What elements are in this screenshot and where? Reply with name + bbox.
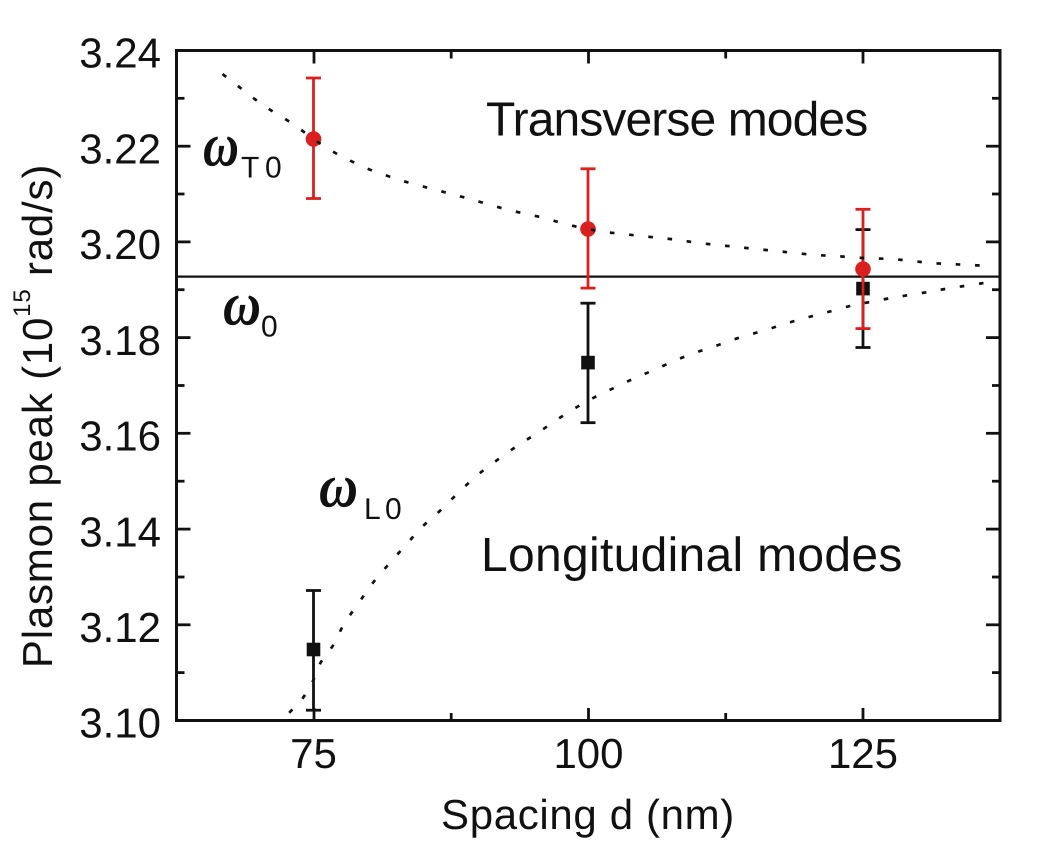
svg-text:L: L <box>364 493 381 526</box>
svg-text:Longitudinal modes: Longitudinal modes <box>481 529 903 582</box>
svg-text:Transverse modes: Transverse modes <box>486 94 867 147</box>
svg-text:3.22: 3.22 <box>79 125 161 172</box>
svg-text:0: 0 <box>261 311 278 344</box>
svg-text:0: 0 <box>385 493 402 526</box>
svg-text:3.12: 3.12 <box>79 604 161 651</box>
svg-text:3.20: 3.20 <box>79 221 161 268</box>
svg-text:3.16: 3.16 <box>79 413 161 460</box>
svg-text:75: 75 <box>290 730 337 777</box>
svg-text:100: 100 <box>553 730 623 777</box>
svg-text:3.10: 3.10 <box>79 700 161 747</box>
svg-text:3.18: 3.18 <box>79 317 161 364</box>
svg-text:3.14: 3.14 <box>79 508 161 555</box>
svg-text:Spacing d (nm): Spacing d (nm) <box>441 791 735 838</box>
svg-text:ω: ω <box>203 112 239 180</box>
svg-text:T: T <box>241 152 259 185</box>
svg-text:125: 125 <box>828 730 898 777</box>
svg-text:3.24: 3.24 <box>79 30 161 77</box>
svg-text:ω: ω <box>223 271 261 339</box>
svg-text:0: 0 <box>265 152 282 185</box>
svg-text:ω: ω <box>319 453 358 521</box>
svg-text:Plasmon peak (1015 rad/s): Plasmon peak (1015 rad/s) <box>9 164 61 668</box>
